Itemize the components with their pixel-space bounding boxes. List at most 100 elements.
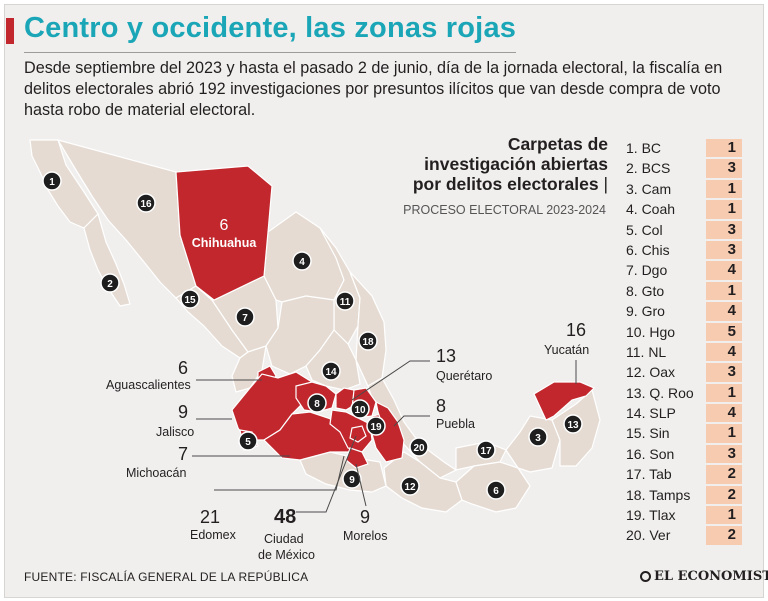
table-state-label: 1. BC	[626, 140, 662, 156]
marker-7: 7	[235, 307, 255, 327]
panel-title-line3-text: por delitos electorales	[412, 174, 599, 194]
chihuahua-label: Chihuahua	[192, 236, 258, 250]
title-accent-bar	[6, 18, 14, 44]
marker-3: 3	[528, 427, 548, 447]
table-row: 4. Coah 1	[622, 199, 742, 219]
panel-title-pipe: |	[603, 174, 608, 194]
svg-text:11: 11	[340, 297, 351, 308]
logo-mark-icon	[640, 571, 651, 582]
table-state-label: 7. Dgo	[626, 262, 668, 279]
table-row: 19. Tlax 1	[622, 505, 742, 525]
svg-text:6: 6	[493, 486, 499, 497]
table-state-value: 1	[706, 506, 742, 525]
table-state-label: 5. Col	[626, 221, 663, 238]
table-state-value: 5	[706, 322, 742, 341]
callout-jalisco-value: 9	[178, 402, 189, 422]
callout-puebla-label: Puebla	[436, 417, 475, 431]
logo-text: EL ECONOMISTA	[654, 569, 768, 584]
table-row: 7. Dgo 4	[622, 260, 742, 280]
marker-18: 18	[358, 331, 378, 351]
marker-8: 8	[307, 393, 327, 413]
marker-15: 15	[180, 289, 200, 309]
table-state-label: 6. Chis	[626, 241, 670, 258]
table-state-label: 2. BCS	[626, 160, 671, 177]
table-state-value: 1	[706, 383, 742, 403]
callout-aguascalientes-value: 6	[178, 358, 189, 378]
leader-puebla	[393, 415, 430, 427]
table-state-value: 1	[706, 179, 742, 199]
marker-6: 6	[486, 480, 506, 500]
leader-morelos	[355, 463, 367, 507]
svg-text:5: 5	[245, 437, 251, 448]
table-state-value: 3	[706, 240, 742, 260]
table-state-value: 4	[706, 302, 742, 321]
marker-2: 2	[100, 273, 120, 293]
table-row: 9. Gro 4	[622, 301, 742, 321]
table-row: 5. Col 3	[622, 220, 742, 240]
infographic-title: Centro y occidente, las zonas rojas	[24, 12, 517, 44]
table-state-label: 13. Q. Roo	[626, 384, 694, 401]
svg-text:3: 3	[535, 433, 541, 444]
callout-yucatan-value: 16	[566, 320, 587, 340]
table-state-label: 16. Son	[626, 445, 675, 462]
chihuahua-value: 6	[220, 217, 229, 234]
callout-cdmx-value: 48	[274, 506, 297, 528]
table-state-label: 12. Oax	[626, 364, 676, 381]
marker-12: 12	[400, 476, 420, 496]
marker-20: 20	[409, 437, 429, 457]
marker-9: 9	[342, 469, 362, 489]
table-state-value: 4	[706, 342, 742, 362]
table-state-value: 1	[706, 424, 742, 443]
callout-edomex-value: 21	[200, 507, 221, 527]
table-state-value: 3	[706, 159, 742, 178]
svg-text:2: 2	[107, 279, 113, 290]
svg-text:9: 9	[349, 475, 355, 486]
table-row: 15. Sin 1	[622, 423, 742, 443]
table-row: 17. Tab 2	[622, 464, 742, 484]
state-san-luis-potosi	[305, 329, 361, 391]
table-state-value: 4	[706, 261, 742, 280]
callout-michoacan-value: 7	[178, 444, 189, 464]
publisher-logo: EL ECONOMISTA	[640, 569, 768, 584]
table-state-label: 3. Cam	[626, 180, 672, 197]
table-state-label: 14. SLP	[626, 405, 676, 422]
svg-text:18: 18	[362, 337, 374, 348]
panel-title-line2: investigación abiertas	[424, 154, 608, 174]
svg-text:20: 20	[413, 443, 425, 454]
source-note: FUENTE: FISCALÍA GENERAL DE LA REPÚBLICA	[24, 570, 309, 584]
table-state-label: 8. Gto	[626, 282, 665, 299]
callout-morelos-label: Morelos	[343, 529, 388, 543]
marker-10: 10	[350, 399, 370, 419]
state-morelos	[345, 447, 369, 469]
table-state-value: 2	[706, 485, 742, 505]
marker-11: 11	[335, 291, 355, 311]
title-divider	[24, 52, 516, 53]
svg-text:14: 14	[325, 367, 337, 378]
state-chihuahua	[175, 165, 273, 301]
table-state-label: 4. Coah	[626, 201, 676, 218]
table-state-label: 9. Gro	[626, 303, 665, 320]
table-state-value: 4	[706, 404, 742, 423]
callout-leaders	[192, 360, 577, 513]
marker-5: 5	[238, 431, 258, 451]
table-state-label: 20. Ver	[626, 527, 671, 544]
callout-morelos-value: 9	[360, 507, 371, 527]
table-row: 2. BCS 3	[622, 158, 742, 178]
svg-text:10: 10	[354, 405, 366, 416]
leader-queretaro	[351, 360, 430, 401]
table-row: 18. Tamps 2	[622, 485, 742, 505]
table-row: 3. Cam 1	[622, 179, 742, 199]
table-row: 12. Oax 3	[622, 362, 742, 382]
state-baja-california	[29, 139, 99, 229]
map-base	[29, 139, 601, 513]
table-state-label: 15. Sin	[626, 425, 670, 442]
callout-cdmx-label-line2: de México	[258, 548, 315, 562]
leader-edomex	[214, 455, 345, 491]
svg-text:1: 1	[49, 177, 55, 188]
table-row: 10. Hgo 5	[622, 322, 742, 342]
table-state-label: 11. NL	[626, 343, 667, 360]
table-row: 1. BC 1	[622, 138, 742, 158]
table-state-value: 3	[706, 363, 742, 382]
table-state-value: 2	[706, 465, 742, 484]
